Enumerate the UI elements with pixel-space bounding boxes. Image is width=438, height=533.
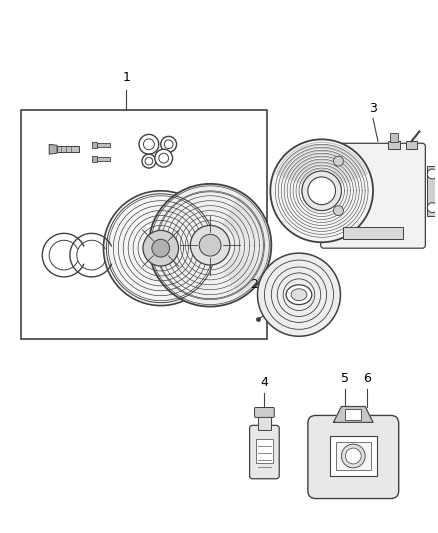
Bar [21, 110, 267, 339]
Circle shape [427, 169, 437, 179]
Circle shape [308, 177, 336, 205]
Bar [92, 142, 96, 148]
Bar [336, 442, 371, 470]
Bar [258, 415, 271, 430]
Circle shape [191, 225, 230, 265]
Polygon shape [333, 407, 373, 422]
Circle shape [333, 206, 343, 215]
Bar [96, 157, 110, 161]
Circle shape [346, 448, 361, 464]
FancyBboxPatch shape [250, 425, 279, 479]
Circle shape [143, 230, 179, 266]
Circle shape [427, 203, 437, 213]
Bar [57, 146, 79, 152]
FancyBboxPatch shape [308, 415, 399, 498]
Circle shape [302, 171, 342, 211]
Circle shape [159, 154, 169, 163]
Bar [343, 228, 403, 239]
Circle shape [149, 184, 271, 306]
Bar [406, 141, 417, 149]
Circle shape [155, 149, 173, 167]
Circle shape [145, 157, 153, 165]
Text: 1: 1 [122, 71, 130, 84]
Bar [96, 143, 110, 147]
Circle shape [164, 140, 173, 149]
Circle shape [139, 134, 159, 154]
Ellipse shape [291, 289, 307, 301]
Bar [329, 436, 377, 476]
Circle shape [103, 191, 218, 305]
FancyBboxPatch shape [321, 143, 425, 248]
Circle shape [142, 154, 156, 168]
Text: 4: 4 [261, 376, 268, 389]
Circle shape [333, 156, 343, 166]
Bar [346, 408, 361, 421]
Text: 5: 5 [341, 372, 350, 385]
Circle shape [161, 136, 177, 152]
Text: 6: 6 [363, 372, 371, 385]
Circle shape [144, 139, 154, 150]
Circle shape [152, 239, 170, 257]
Ellipse shape [286, 285, 312, 304]
Circle shape [342, 444, 365, 468]
Circle shape [270, 139, 373, 243]
Bar [427, 166, 438, 215]
Circle shape [199, 235, 221, 256]
Text: 3: 3 [369, 102, 377, 115]
FancyBboxPatch shape [254, 408, 274, 417]
Bar [390, 133, 398, 142]
Text: 2: 2 [251, 278, 258, 292]
Polygon shape [49, 144, 57, 154]
Bar [92, 156, 96, 162]
Bar [388, 141, 400, 149]
Circle shape [258, 253, 340, 336]
Bar [255, 439, 273, 463]
